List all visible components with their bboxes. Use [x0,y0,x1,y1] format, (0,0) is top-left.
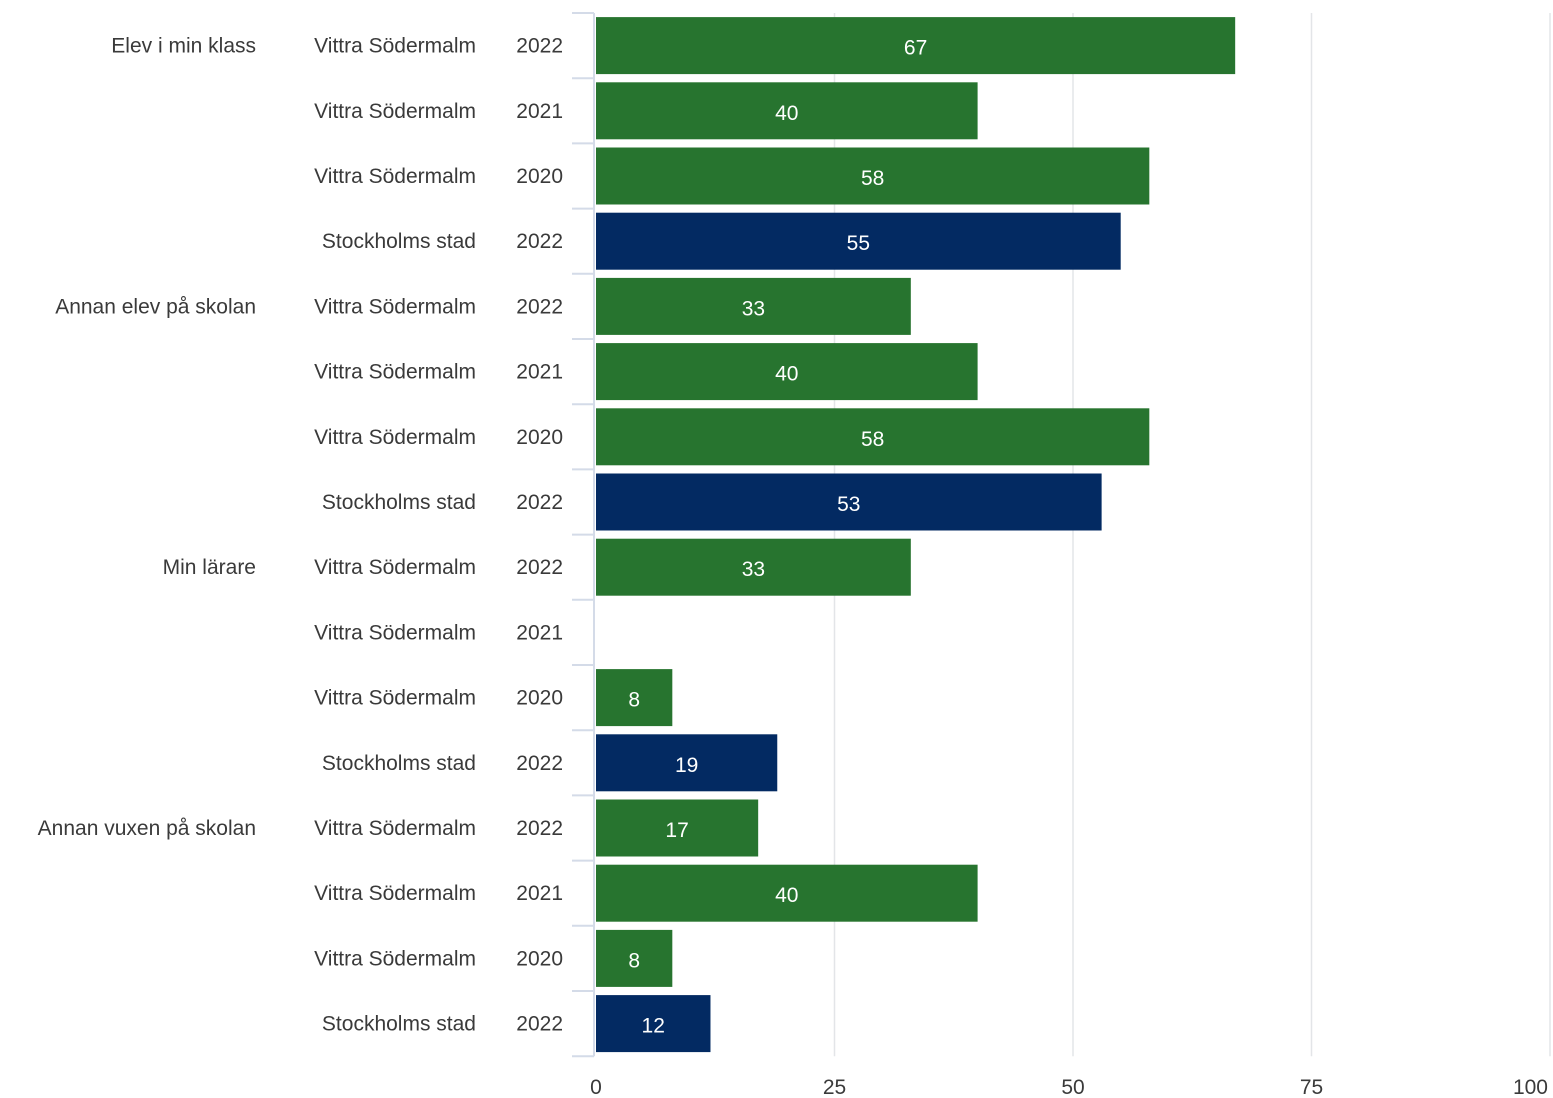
year-label: 2022 [516,230,563,253]
year-label: 2020 [516,947,563,970]
unit-label: Vittra Södermalm [314,165,476,188]
bar [596,669,673,727]
data-label: 58 [861,428,884,451]
data-label: 19 [675,754,698,777]
unit-label: Vittra Södermalm [314,361,476,384]
data-label: 12 [642,1015,665,1038]
x-tick-label: 0 [590,1076,602,1098]
group-label: Min lärare [163,556,256,579]
year-label: 2021 [516,100,563,123]
bar [596,408,1150,466]
x-tick-label: 50 [1061,1076,1084,1098]
unit-label: Vittra Södermalm [314,556,476,579]
year-label: 2022 [516,35,563,58]
year-label: 2020 [516,426,563,449]
year-label: 2022 [516,295,563,318]
x-tick-label: 75 [1300,1076,1323,1098]
unit-label: Vittra Södermalm [314,426,476,449]
bar [596,995,711,1053]
bar [596,212,1121,270]
group-label: Elev i min klass [111,35,256,58]
x-tick-label: 100 [1513,1076,1548,1098]
unit-label: Vittra Södermalm [314,35,476,58]
data-label: 55 [847,232,870,255]
unit-label: Vittra Södermalm [314,882,476,905]
year-label: 2021 [516,882,563,905]
group-label: Annan vuxen på skolan [38,817,256,840]
data-label: 40 [775,102,798,125]
data-label: 40 [775,363,798,386]
year-label: 2021 [516,361,563,384]
year-label: 2022 [516,752,563,775]
data-label: 8 [628,949,640,972]
year-label: 2020 [516,687,563,710]
unit-label: Vittra Södermalm [314,817,476,840]
data-label: 33 [742,297,765,320]
bar [596,864,978,922]
unit-label: Vittra Södermalm [314,295,476,318]
data-label: 58 [861,167,884,190]
data-label: 33 [742,558,765,581]
bar [596,277,911,335]
data-label: 17 [665,819,688,842]
year-label: 2022 [516,1013,563,1036]
data-label: 53 [837,493,860,516]
bar [596,82,978,140]
bar [596,929,673,987]
x-tick-label: 25 [823,1076,846,1098]
bar [596,799,759,857]
group-label: Annan elev på skolan [55,295,256,318]
year-label: 2022 [516,556,563,579]
data-label: 8 [628,689,640,712]
data-label: 67 [904,37,927,60]
bar [596,473,1102,531]
year-label: 2020 [516,165,563,188]
bar [596,734,778,792]
bar [596,538,911,596]
year-label: 2022 [516,817,563,840]
data-label: 40 [775,884,798,907]
unit-label: Stockholms stad [322,1013,476,1036]
bar [596,343,978,401]
unit-label: Vittra Södermalm [314,687,476,710]
bar [596,147,1150,205]
year-label: 2022 [516,491,563,514]
unit-label: Stockholms stad [322,230,476,253]
unit-label: Vittra Södermalm [314,947,476,970]
unit-label: Vittra Södermalm [314,100,476,123]
unit-label: Stockholms stad [322,491,476,514]
bar [596,17,1236,75]
unit-label: Stockholms stad [322,752,476,775]
unit-label: Vittra Södermalm [314,621,476,644]
year-label: 2021 [516,621,563,644]
